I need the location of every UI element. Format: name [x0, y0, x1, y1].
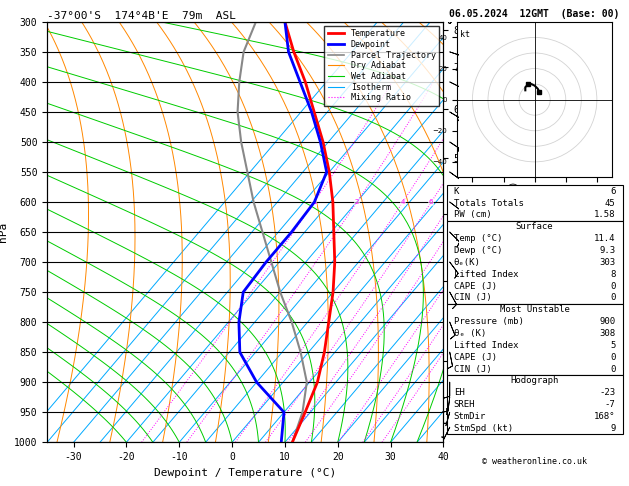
Text: Mixing Ratio (g/kg): Mixing Ratio (g/kg)	[510, 181, 520, 283]
Text: 0: 0	[610, 364, 616, 374]
Text: 4: 4	[401, 199, 405, 205]
Text: Pressure (mb): Pressure (mb)	[454, 317, 523, 326]
Text: 0: 0	[610, 294, 616, 302]
Text: Lifted Index: Lifted Index	[454, 341, 518, 350]
Text: EH: EH	[454, 388, 464, 398]
Text: 0: 0	[610, 281, 616, 291]
Text: Most Unstable: Most Unstable	[499, 305, 570, 314]
Text: kt: kt	[460, 30, 470, 39]
Text: Totals Totals: Totals Totals	[454, 199, 523, 208]
Text: CIN (J): CIN (J)	[454, 294, 491, 302]
Text: 9.3: 9.3	[599, 246, 616, 255]
Text: 06.05.2024  12GMT  (Base: 00): 06.05.2024 12GMT (Base: 00)	[450, 9, 620, 19]
Text: 1: 1	[312, 199, 316, 205]
Text: SREH: SREH	[454, 400, 475, 409]
Bar	[447, 375, 623, 434]
Text: Lifted Index: Lifted Index	[454, 270, 518, 279]
Text: -37°00'S  174°4B'E  79m  ASL: -37°00'S 174°4B'E 79m ASL	[47, 11, 236, 21]
Legend: Temperature, Dewpoint, Parcel Trajectory, Dry Adiabat, Wet Adiabat, Isotherm, Mi: Temperature, Dewpoint, Parcel Trajectory…	[325, 26, 439, 105]
Bar	[447, 221, 623, 304]
Text: 2: 2	[355, 199, 359, 205]
Text: CAPE (J): CAPE (J)	[454, 281, 497, 291]
Text: 11.4: 11.4	[594, 234, 616, 243]
Text: 5: 5	[610, 341, 616, 350]
Text: CIN (J): CIN (J)	[454, 364, 491, 374]
Text: © weatheronline.co.uk: © weatheronline.co.uk	[482, 457, 587, 466]
Text: Hodograph: Hodograph	[511, 377, 559, 385]
Text: Dewp (°C): Dewp (°C)	[454, 246, 502, 255]
Text: 1.58: 1.58	[594, 210, 616, 220]
Text: StmSpd (kt): StmSpd (kt)	[454, 424, 513, 433]
Text: θₑ (K): θₑ (K)	[454, 329, 486, 338]
Text: θₑ(K): θₑ(K)	[454, 258, 481, 267]
Y-axis label: km
ASL: km ASL	[462, 223, 484, 241]
Text: 8: 8	[610, 270, 616, 279]
Text: -7: -7	[605, 400, 616, 409]
Text: 900: 900	[599, 317, 616, 326]
Bar	[447, 304, 623, 375]
Text: 303: 303	[599, 258, 616, 267]
Text: 6: 6	[429, 199, 433, 205]
Text: 0: 0	[610, 353, 616, 362]
X-axis label: Dewpoint / Temperature (°C): Dewpoint / Temperature (°C)	[154, 468, 337, 478]
Text: PW (cm): PW (cm)	[454, 210, 491, 220]
Y-axis label: hPa: hPa	[0, 222, 8, 242]
Text: CAPE (J): CAPE (J)	[454, 353, 497, 362]
Text: K: K	[454, 187, 459, 196]
Text: StmDir: StmDir	[454, 412, 486, 421]
Text: 6: 6	[610, 187, 616, 196]
Text: 9: 9	[610, 424, 616, 433]
Text: 308: 308	[599, 329, 616, 338]
Text: LCL: LCL	[445, 408, 461, 417]
Text: 45: 45	[605, 199, 616, 208]
Text: -23: -23	[599, 388, 616, 398]
Bar	[447, 185, 623, 221]
Text: 168°: 168°	[594, 412, 616, 421]
Text: Temp (°C): Temp (°C)	[454, 234, 502, 243]
Text: Surface: Surface	[516, 223, 554, 231]
